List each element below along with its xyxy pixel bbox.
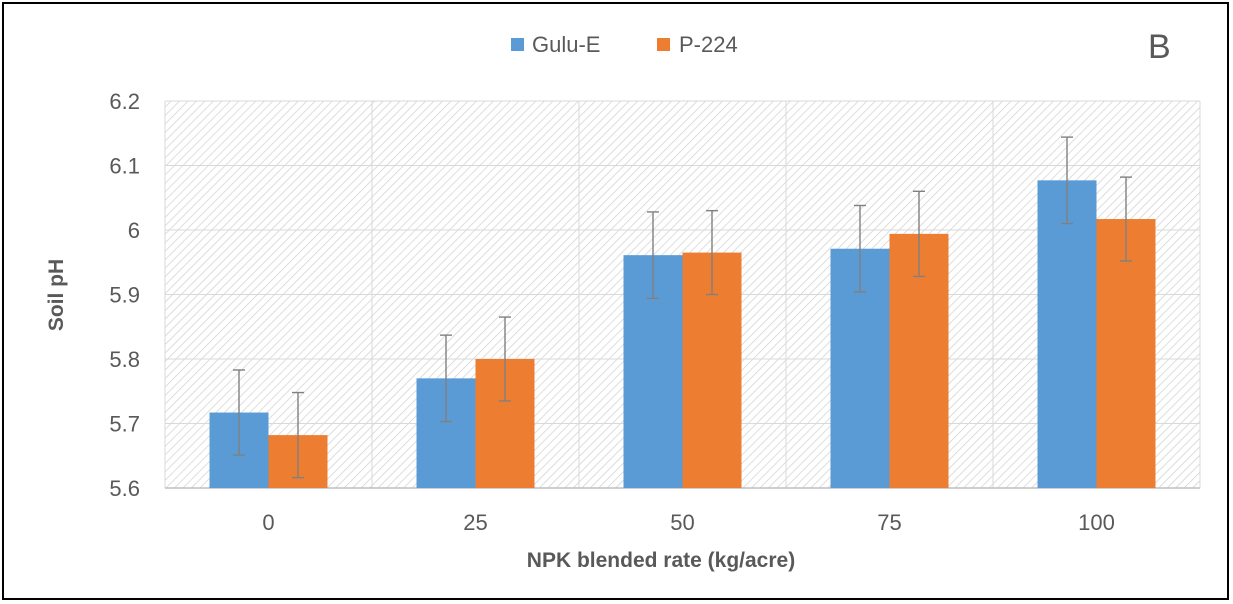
error-bar <box>706 209 718 296</box>
x-tick-label: 100 <box>1078 510 1115 535</box>
error-bar <box>647 211 659 300</box>
bar-gulu-e-100 <box>1037 180 1097 488</box>
error-bar <box>854 204 866 293</box>
y-axis-title: Soil pH <box>45 259 68 331</box>
error-bar <box>292 391 304 479</box>
error-bar <box>233 369 245 456</box>
legend: Gulu-E P-224 <box>511 32 738 57</box>
error-bar <box>1061 136 1073 225</box>
y-tick-label: 5.6 <box>109 476 140 501</box>
y-tick-labels: 5.6 5.7 5.8 5.9 6 6.1 6.2 <box>109 89 140 501</box>
error-bars-group <box>233 136 1132 479</box>
bar-p-224-100 <box>1096 219 1156 488</box>
x-tick-label: 0 <box>262 510 274 535</box>
legend-swatch-p-224 <box>657 38 670 51</box>
legend-label-gulu-e: Gulu-E <box>532 32 600 57</box>
error-bar <box>913 190 925 278</box>
y-tick-label: 5.9 <box>109 283 140 308</box>
gridlines <box>164 100 1201 489</box>
error-bar <box>1120 176 1132 262</box>
legend-label-p-224: P-224 <box>679 32 738 57</box>
y-tick-label: 6 <box>128 218 140 243</box>
error-bar <box>499 316 511 402</box>
panel-label: B <box>1148 28 1171 66</box>
x-tick-label: 25 <box>463 510 487 535</box>
x-tick-labels: 0 25 50 75 100 <box>262 510 1114 535</box>
y-tick-label: 6.1 <box>109 154 140 179</box>
y-tick-label: 5.7 <box>109 412 140 437</box>
x-tick-label: 75 <box>877 510 901 535</box>
x-tick-label: 50 <box>670 510 694 535</box>
error-bar <box>440 334 452 423</box>
y-tick-label: 5.8 <box>109 347 140 372</box>
y-tick-label: 6.2 <box>109 89 140 114</box>
x-axis-title: NPK blended rate (kg/acre) <box>527 549 795 572</box>
legend-swatch-gulu-e <box>511 38 524 51</box>
